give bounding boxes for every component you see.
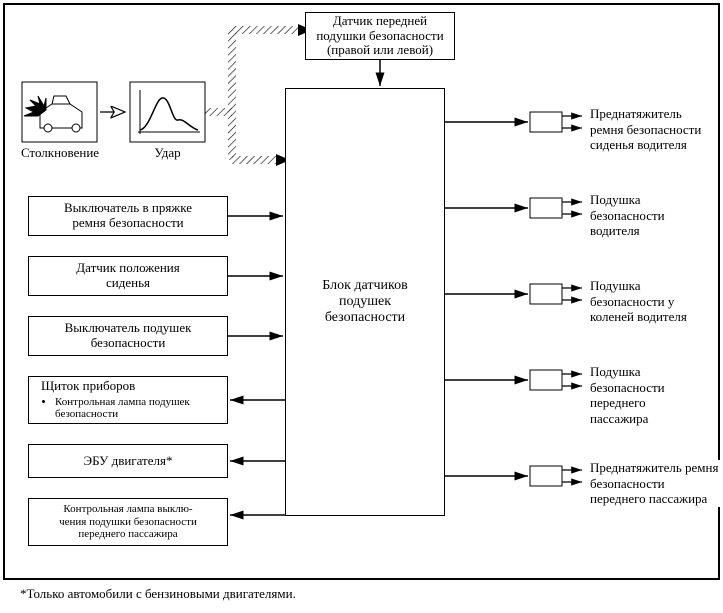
impact-icon — [130, 82, 205, 142]
node-passenger-airbag-off-lamp: Контрольная лампа выклю- чения подушки б… — [28, 498, 228, 546]
out-driver-airbag: Подушка безопасности водителя — [590, 192, 718, 239]
node-seat-position-sensor: Датчик положения сиденья — [28, 256, 228, 296]
out-passenger-pretensioner: Преднатяжитель ремня безопасности передн… — [590, 460, 720, 507]
node-airbag-sensor-unit: Блок датчиков подушек безопасности — [285, 88, 445, 516]
out-passenger-airbag: Подушка безопасности переднего пассажира — [590, 364, 718, 426]
collision-icon — [22, 82, 97, 142]
node-engine-ecu: ЭБУ двигателя* — [28, 444, 228, 478]
node-front-airbag-sensor: Датчик передней подушки безопасности (пр… — [305, 12, 455, 60]
out-driver-knee-airbag: Подушка безопасности у коленей водителя — [590, 278, 718, 325]
caption-impact: Удар — [140, 146, 195, 160]
node-belt-buckle-switch: Выключатель в пряжке ремня безопасности — [28, 196, 228, 236]
node-airbag-switch: Выключатель подушек безопасности — [28, 316, 228, 356]
node-instrument-panel: Щиток приборов Контрольная лампа подушек… — [28, 376, 228, 424]
out-driver-pretensioner: Преднатяжитель ремня безопасности сидень… — [590, 106, 718, 153]
caption-collision: Столкновение — [14, 146, 106, 160]
right-connectors — [445, 112, 582, 486]
footnote: *Только автомобили с бензиновыми двигате… — [20, 586, 296, 602]
